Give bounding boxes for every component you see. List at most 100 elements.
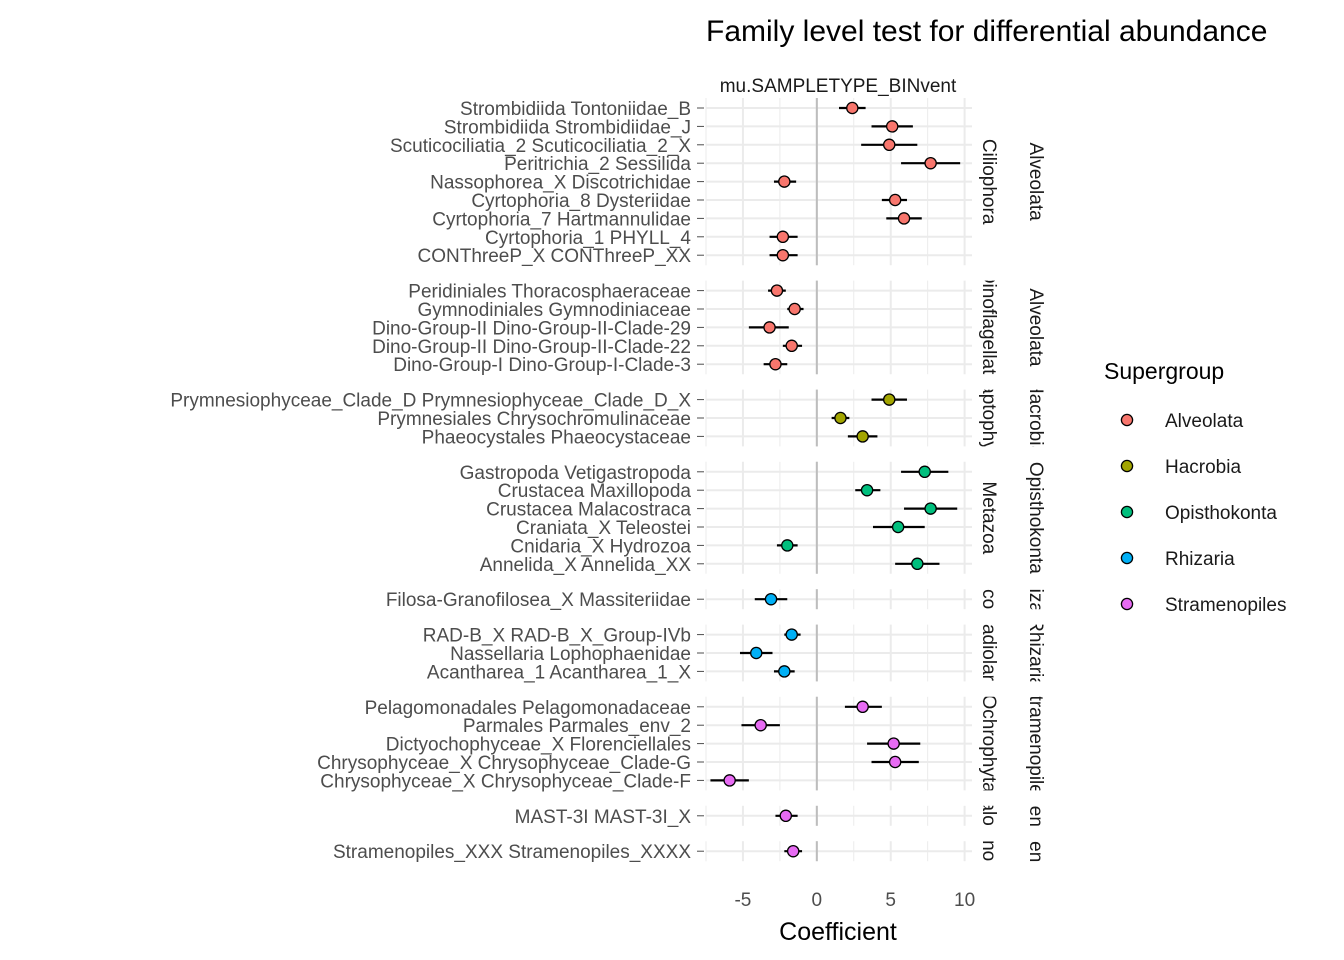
y-tick-label: Dictyochophyceae_X Florenciellales [386,735,691,756]
coefficient-row: RAD-B_X RAD-B_X_Group-IVb [423,626,801,647]
legend: Supergroup Alveolata Hacrobia Opisthokonta… [1104,358,1286,616]
y-tick-label: Strombidiida Tontoniidae_B [460,99,691,120]
legend-item: Alveolata [1120,411,1244,432]
coefficient-point [924,156,937,170]
y-tick-label: Peridiniales Thoracosphaeraceae [408,282,691,303]
coefficient-row: Cyrtophoria_8 Dysteriidae [471,191,907,212]
coefficient-point [778,665,791,678]
legend-label: Stramenopiles [1165,595,1286,616]
facet-strip: Ciliophora Alveolata [978,139,1046,225]
coefficient-point [897,212,911,225]
coefficient-row: Parmales Parmales_env_2 [463,716,780,737]
coefficient-row: Strombidiida Strombidiidae_J [444,117,913,138]
y-tick-label: Crustacea Maxillopoda [498,481,692,502]
coefficient-point [770,284,784,297]
legend-label: Hacrobia [1165,457,1241,478]
coefficient-row: Peritrichia_2 Sessilida [504,154,961,175]
y-tick-label: Pelagomonadales Pelagomonadaceae [365,698,691,719]
y-tick-label: Gastropoda Vetigastropoda [460,463,692,484]
division-strip-label: Haptophyta [978,369,999,467]
coefficient-row: Annelida_X Annelida_XX [480,555,940,576]
coefficient-row: Scuticociliatia_2 Scuticociliatia_2_X [390,136,918,157]
x-tick-label: 10 [954,890,975,911]
coefficient-point [785,628,798,641]
y-tick-label: CONThreeP_X CONThreeP_XX [418,246,692,267]
y-tick-label: Prymnesiophyceae_Clade_D Prymnesiophycea… [170,391,691,412]
coefficient-row: Dino-Group-II Dino-Group-II-Clade-29 [372,318,789,339]
legend-label: Rhizaria [1165,549,1235,570]
legend-key [1120,413,1134,427]
coefficient-point [776,248,790,262]
facet-strip: Opalozoa Stramenopiles [978,755,1046,876]
coefficient-row: Phaeocystales Phaeocystaceae [422,427,878,448]
coefficient-row: MAST-3I MAST-3I_X [515,807,798,828]
legend-key [1120,505,1134,519]
division-strip-label: Radiolaria [978,610,999,696]
y-tick-label: Filosa-Granofilosea_X Massiteriidae [386,590,691,611]
supergroup-strip-label: Rhizaria [1025,618,1046,688]
facet-top-label: mu.SAMPLETYPE_BINvent [720,76,957,97]
coefficient-point [860,483,874,497]
coefficient-point [754,718,767,732]
legend-label: Opisthokonta [1165,503,1277,524]
supergroup-strip-label: Stramenopiles [1025,755,1046,876]
coefficient-row: Nassophorea_X Discotrichidae [430,173,797,194]
y-tick-label: Nassophorea_X Discotrichidae [430,173,691,194]
coefficient-point [781,539,794,552]
coefficient-row: Prymnesiophyceae_Clade_D Prymnesiophycea… [170,391,907,412]
coefficient-row: Dictyochophyceae_X Florenciellales [386,735,921,756]
facet-panel: Pelagomonadales PelagomonadaceaeParmales… [317,694,1046,793]
y-tick-label: Dino-Group-II Dino-Group-II-Clade-22 [372,337,691,358]
y-tick-label: Acantharea_1 Acantharea_1_X [427,662,691,683]
legend-key [1120,551,1134,565]
facet-strip: Ochrophyta Stramenopiles [978,694,1046,793]
coefficient-point [846,101,859,115]
y-tick-label: Strombidiida Strombidiidae_J [444,117,691,138]
legend-title: Supergroup [1104,358,1224,384]
coefficient-point [779,809,793,823]
y-tick-label: Craniata_X Teleostei [516,518,691,539]
coefficient-row: Craniata_X Teleostei [516,518,925,539]
legend-item: Rhizaria [1120,549,1235,570]
coefficient-row: Acantharea_1 Acantharea_1_X [427,662,795,683]
coefficient-point [764,592,778,606]
supergroup-strip-label: Alveolata [1025,288,1046,367]
legend-item: Stramenopiles [1120,595,1286,616]
coefficient-point [888,193,902,207]
facet-strip: Cercozoa Rhizaria [978,559,1046,641]
x-axis-title: Coefficient [779,918,897,946]
division-strip-label: Cercozoa [978,559,999,641]
supergroup-strip-label: Hacrobia [1025,380,1046,456]
coefficient-row: Strombidiida Tontoniidae_B [460,99,866,120]
y-tick-label: MAST-3I MAST-3I_X [515,807,692,828]
facet-strip: Metazoa Opisthokonta [978,462,1046,574]
chart-title: Family level test for differential abund… [706,15,1267,48]
division-strip-label: Dinoflagellata [978,270,999,386]
coefficient-row: Prymnesiales Chrysochromulinaceae [377,409,850,430]
legend-item: Hacrobia [1120,457,1241,478]
coefficient-point [763,321,776,334]
y-tick-label: Cyrtophoria_1 PHYLL_4 [485,228,691,249]
division-strip-label: Ochrophyta [978,694,999,793]
coefficient-point [887,737,900,750]
division-strip-label: Metazoa [978,481,999,554]
supergroup-strip-label: Stramenopiles [1025,790,1046,911]
coefficient-point [918,465,931,479]
legend-key [1120,459,1134,473]
coefficient-point [776,230,790,244]
facet-panel: Peridiniales ThoracosphaeraceaeGymnodini… [372,270,1046,386]
legend-label: Alveolata [1165,411,1244,432]
coefficient-point [888,755,902,769]
coefficient-row: Crustacea Malacostraca [486,500,958,521]
coefficient-row: Cnidaria_X Hydrozoa [510,536,798,557]
division-strip-label: Stramenopiles_X [978,779,999,924]
coefficient-row: Cyrtophoria_7 Hartmannulidae [432,209,922,230]
facet-panel: Filosa-Granofilosea_X Massiteriidae Cerco… [386,559,1046,641]
supergroup-strip-label: Alveolata [1025,143,1046,222]
coefficient-row: Peridiniales Thoracosphaeraceae [408,282,786,303]
coefficient-point [834,411,847,425]
coefficient-row: Chrysophyceae_X Chrysophyceae_Clade-G [317,753,919,774]
